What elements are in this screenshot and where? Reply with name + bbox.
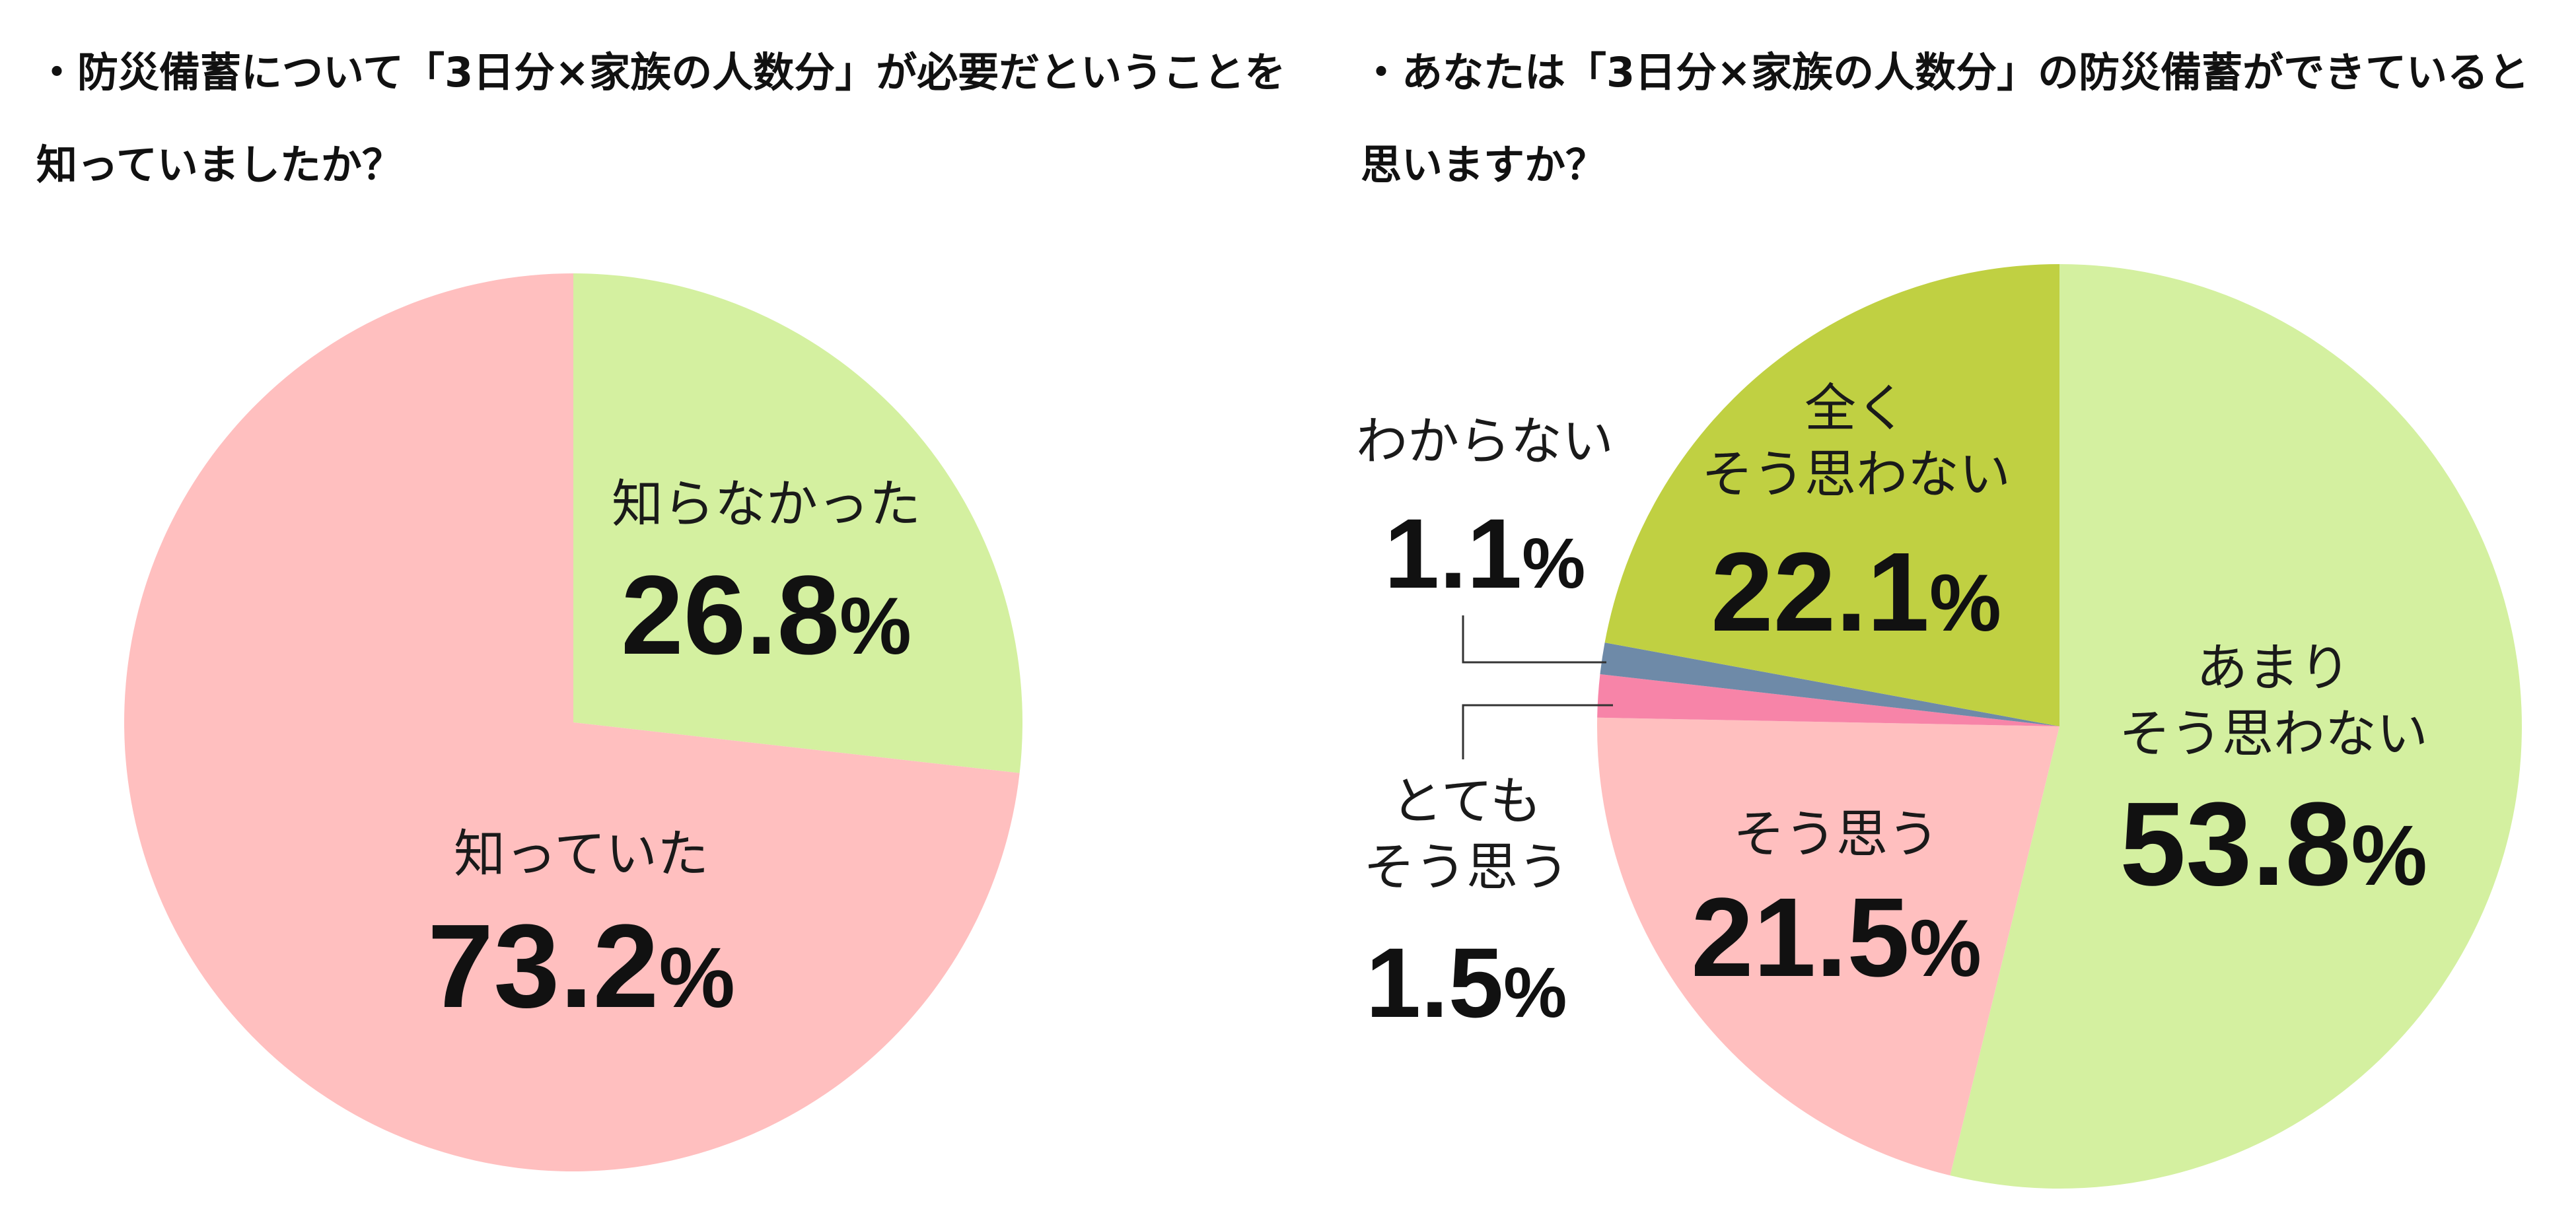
chart2-title: ・あなたは「3日分×家族の人数分」の防災備蓄ができていると思いますか？	[1361, 48, 2530, 189]
pie2-slice-2-label-line0: とても	[1391, 772, 1542, 831]
pie1-slice-1-label: 知っていた	[454, 825, 709, 884]
pie2-slice-1-label: そう思う	[1733, 805, 1939, 864]
pie2-leader-line-unknown	[1462, 615, 1606, 664]
chart1-title: ・防災備蓄について「3日分×家族の人数分」が必要だということを知っていましたか？	[36, 48, 1286, 189]
pie-chart-preparedness: あまりそう思わない53.8%そう思う21.5%とてもそう思う1.5%わからない1…	[1356, 263, 2522, 1189]
pie2-slice-4-label-line1: そう思わない	[1701, 445, 2011, 504]
pie2-slice-2-label-line1: そう思う	[1363, 838, 1569, 897]
pie2-slice-2-value: 1.5%	[1366, 927, 1567, 1038]
pie2-slice-0-label-line1: そう思わない	[2119, 705, 2428, 764]
pie1-slice-0-label: 知らなかった	[612, 475, 921, 534]
pie2-slice-3	[1600, 642, 2059, 726]
pie2-slice-4-label-line0: 全く	[1805, 379, 1908, 438]
pie2-slice-3-label: わからない	[1356, 412, 1614, 471]
pie1-slice-0	[573, 273, 1023, 773]
pie1-slice-1	[124, 273, 1020, 1171]
pie2-slice-0	[1950, 264, 2522, 1189]
pie2-slice-0-label-line0: あまり	[2196, 639, 2351, 698]
pie2-slice-1	[1596, 717, 2059, 1176]
pie2-leader-line-very-agree	[1462, 704, 1613, 759]
pie2-slice-3-value: 1.1%	[1384, 498, 1586, 609]
pie2-slice-1-value: 21.5%	[1691, 875, 1982, 1000]
pie2-slice-4	[1604, 263, 2059, 726]
pie2-slice-2	[1597, 674, 2059, 726]
